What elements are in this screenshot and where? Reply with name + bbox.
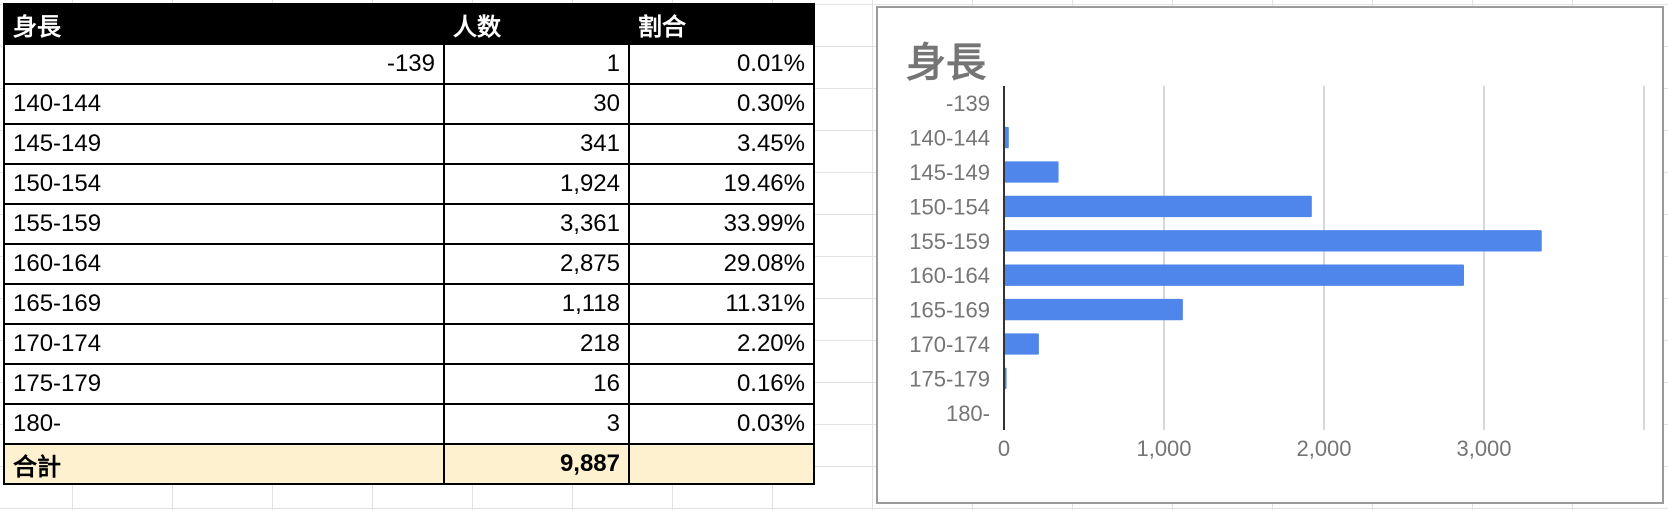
bar[interactable]: [1004, 333, 1039, 355]
bar[interactable]: [1004, 161, 1059, 183]
category-label: 160-164: [909, 263, 990, 288]
x-tick-label: 1,000: [1136, 436, 1191, 461]
range-cell[interactable]: 165-169: [3, 283, 445, 325]
x-tick-label: 2,000: [1296, 436, 1351, 461]
total-label-cell[interactable]: 合計: [3, 443, 445, 485]
total-row: 合計 9,887: [3, 443, 815, 485]
count-cell[interactable]: 341: [443, 123, 630, 165]
table-row: 180- 3 0.03%: [3, 403, 815, 445]
chart-title: 身長: [906, 41, 986, 85]
ratio-cell[interactable]: 11.31%: [628, 283, 815, 325]
table-row: 175-179 16 0.16%: [3, 363, 815, 405]
range-cell[interactable]: 145-149: [3, 123, 445, 165]
ratio-cell[interactable]: 19.46%: [628, 163, 815, 205]
bar-chart[interactable]: 身長 -139 140-144 145-149 150-154 155-159 160-1…: [876, 6, 1664, 504]
ratio-cell[interactable]: 2.20%: [628, 323, 815, 365]
range-cell[interactable]: 175-179: [3, 363, 445, 405]
header-cell-ratio[interactable]: 割合: [628, 3, 815, 45]
count-cell[interactable]: 3,361: [443, 203, 630, 245]
ratio-cell[interactable]: 0.01%: [628, 43, 815, 85]
ratio-cell[interactable]: 0.30%: [628, 83, 815, 125]
count-cell[interactable]: 1,924: [443, 163, 630, 205]
table-row: 155-159 3,361 33.99%: [3, 203, 815, 245]
count-cell[interactable]: 1,118: [443, 283, 630, 325]
range-cell[interactable]: 140-144: [3, 83, 445, 125]
count-cell[interactable]: 1: [443, 43, 630, 85]
table-row: -139 1 0.01%: [3, 43, 815, 85]
range-cell[interactable]: 150-154: [3, 163, 445, 205]
count-cell[interactable]: 30: [443, 83, 630, 125]
range-cell[interactable]: 180-: [3, 403, 445, 445]
category-label: 145-149: [909, 160, 990, 185]
header-cell-count[interactable]: 人数: [443, 3, 630, 45]
bar[interactable]: [1004, 264, 1464, 286]
category-label: 180-: [946, 401, 990, 426]
table-header-row: 身長 人数 割合: [3, 3, 815, 45]
category-label: 165-169: [909, 298, 990, 323]
count-cell[interactable]: 3: [443, 403, 630, 445]
category-label: 140-144: [909, 126, 990, 151]
count-cell[interactable]: 218: [443, 323, 630, 365]
ratio-cell[interactable]: 0.03%: [628, 403, 815, 445]
category-label: 170-174: [909, 332, 990, 357]
bar[interactable]: [1004, 298, 1183, 321]
category-label: -139: [946, 91, 990, 116]
ratio-cell[interactable]: 3.45%: [628, 123, 815, 165]
range-cell[interactable]: 170-174: [3, 323, 445, 365]
table-row: 150-154 1,924 19.46%: [3, 163, 815, 205]
table-row: 145-149 341 3.45%: [3, 123, 815, 165]
height-distribution-table: 身長 人数 割合 -139 1 0.01% 140-144 30 0.30% 1…: [3, 3, 815, 485]
count-cell[interactable]: 16: [443, 363, 630, 405]
count-cell[interactable]: 2,875: [443, 243, 630, 285]
header-cell-height[interactable]: 身長: [3, 3, 445, 45]
bar[interactable]: [1004, 230, 1542, 252]
range-cell[interactable]: 155-159: [3, 203, 445, 245]
ratio-cell[interactable]: 0.16%: [628, 363, 815, 405]
bar[interactable]: [1004, 126, 1009, 149]
ratio-cell[interactable]: 33.99%: [628, 203, 815, 245]
bar[interactable]: [1004, 195, 1312, 218]
table-row: 160-164 2,875 29.08%: [3, 243, 815, 285]
category-label: 150-154: [909, 194, 990, 219]
range-cell[interactable]: 160-164: [3, 243, 445, 285]
table-row: 140-144 30 0.30%: [3, 83, 815, 125]
table-row: 165-169 1,118 11.31%: [3, 283, 815, 325]
ratio-cell[interactable]: 29.08%: [628, 243, 815, 285]
x-tick-label: 3,000: [1456, 436, 1511, 461]
x-tick-label: 0: [998, 436, 1010, 461]
table-row: 170-174 218 2.20%: [3, 323, 815, 365]
total-count-cell[interactable]: 9,887: [443, 443, 630, 485]
range-cell[interactable]: -139: [3, 43, 445, 85]
total-ratio-cell[interactable]: [628, 443, 815, 485]
category-label: 155-159: [909, 229, 990, 254]
category-label: 175-179: [909, 366, 990, 391]
chart-plot-area: -139 140-144 145-149 150-154 155-159 160-164 1…: [909, 86, 1645, 461]
